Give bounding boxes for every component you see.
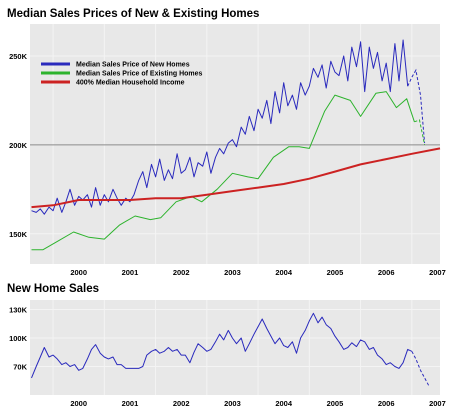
x-tick-label: 2006 (378, 399, 395, 408)
chart1-y-ticks: 150K 200K 250K (9, 52, 28, 239)
y-tick-label: 150K (9, 230, 28, 239)
chart2-title: New Home Sales (7, 283, 99, 295)
x-tick-label: 2005 (327, 399, 344, 408)
series-line-1 (31, 91, 415, 251)
chart1-title: Median Sales Prices of New & Existing Ho… (7, 8, 259, 20)
y-tick-label: 200K (9, 141, 28, 150)
chart2-plot-area (30, 300, 440, 395)
y-tick-label: 70K (13, 363, 27, 372)
series-line-0 (31, 312, 413, 379)
x-tick-label: 2007 (429, 268, 446, 277)
series-projection-1 (414, 119, 426, 146)
chart2-series (31, 312, 430, 386)
chart1-legend: Median Sales Price of New Homes Median S… (41, 62, 203, 87)
y-tick-label: 130K (9, 306, 28, 315)
x-tick-label: 2001 (122, 399, 139, 408)
x-tick-label: 2004 (275, 268, 293, 277)
y-tick-label: 250K (9, 52, 28, 61)
x-tick-label: 2001 (122, 268, 139, 277)
x-tick-label: 2002 (173, 399, 190, 408)
legend-label-existing-homes: Median Sales Price of Existing Homes (76, 71, 203, 78)
series-projection-0 (411, 351, 430, 386)
y-tick-label: 100K (9, 334, 28, 343)
chart2-x-ticks: 2000 2001 2002 2003 2004 2005 2006 2007 (70, 399, 445, 408)
series-line-2 (31, 147, 441, 209)
x-tick-label: 2004 (275, 399, 293, 408)
legend-label-income: 400% Median Household Income (76, 80, 185, 87)
legend-label-new-homes: Median Sales Price of New Homes (76, 62, 190, 69)
series-projection-0 (407, 68, 426, 144)
chart2-y-ticks: 70K 100K 130K (9, 306, 28, 372)
series-line-0 (31, 39, 409, 215)
chart1-x-ticks: 2000 2001 2002 2003 2004 2005 2006 2007 (70, 268, 445, 277)
x-tick-label: 2002 (173, 268, 190, 277)
x-tick-label: 2006 (378, 268, 395, 277)
x-tick-label: 2003 (224, 268, 241, 277)
x-tick-label: 2000 (70, 399, 87, 408)
chart1-series (31, 39, 441, 251)
x-tick-label: 2000 (70, 268, 87, 277)
x-tick-label: 2007 (429, 399, 446, 408)
x-tick-label: 2003 (224, 399, 241, 408)
chart2-grid (30, 300, 440, 395)
x-tick-label: 2005 (327, 268, 344, 277)
